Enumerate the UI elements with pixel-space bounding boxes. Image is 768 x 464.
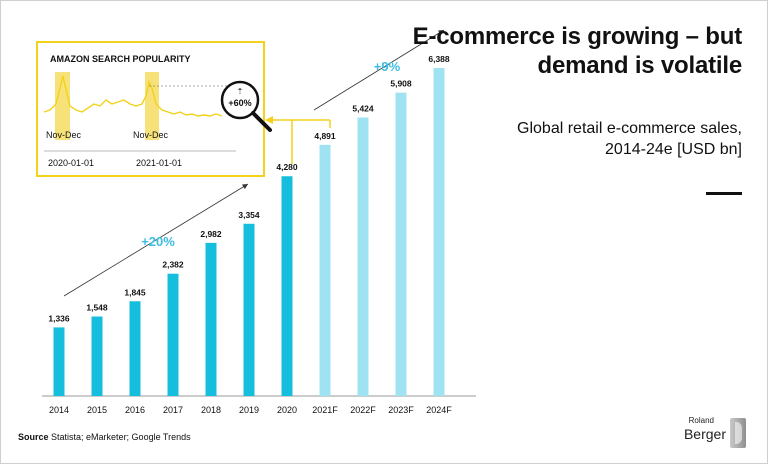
- trend-arrow-historic: [63, 183, 249, 297]
- x-tick-2014: 2014: [49, 405, 69, 415]
- bar-2022F: [357, 117, 369, 397]
- source-label: Source: [18, 432, 49, 442]
- bar-2023F: [395, 92, 407, 396]
- value-label-2020: 4,280: [276, 162, 298, 172]
- x-tick-2017: 2017: [163, 405, 183, 415]
- roland-berger-logo: Roland Berger: [683, 416, 746, 452]
- x-tick-2016: 2016: [125, 405, 145, 415]
- highlight-label-2021: Nov-Dec: [133, 130, 169, 140]
- highlight-band-2021: [145, 72, 159, 140]
- inset-title: AMAZON SEARCH POPULARITY: [50, 54, 191, 64]
- value-label-2018: 2,982: [200, 229, 222, 239]
- bar-2021F: [319, 144, 331, 396]
- connector-arrowhead: [265, 116, 273, 124]
- source-note: Source Statista; eMarketer; Google Trend…: [18, 432, 191, 442]
- logo-text-big: Berger: [683, 426, 726, 442]
- bar-2015: [91, 316, 103, 396]
- magnifier-arrow: ⇡: [237, 87, 244, 96]
- bar-2014: [53, 327, 65, 396]
- inset-x-label-1: 2020-01-01: [48, 158, 94, 168]
- search-trend-line: [43, 75, 223, 117]
- bar-2019: [243, 223, 255, 396]
- trend-arrow-forecast-head: [438, 30, 444, 36]
- x-tick-2020: 2020: [277, 405, 297, 415]
- growth-label-0: +20%: [141, 234, 175, 249]
- highlight-label-2020: Nov-Dec: [46, 130, 82, 140]
- value-label-2015: 1,548: [86, 303, 108, 313]
- source-text: Statista; eMarketer; Google Trends: [51, 432, 191, 442]
- x-tick-2021F: 2021F: [312, 405, 338, 415]
- magnifier-glass: [220, 80, 260, 120]
- x-tick-2022F: 2022F: [350, 405, 376, 415]
- trend-arrow-forecast: [313, 29, 445, 111]
- bars-group: 1,336 2014 1,548 2015 1,845 2016 2,382 2017 2,98…: [48, 54, 452, 415]
- value-label-2014: 1,336: [48, 313, 70, 323]
- value-label-2022F: 5,424: [352, 103, 374, 113]
- bar-2017: [167, 273, 179, 396]
- magnifier-handle: [251, 111, 272, 132]
- x-tick-2019: 2019: [239, 405, 259, 415]
- value-label-2016: 1,845: [124, 287, 146, 297]
- value-label-2024F: 6,388: [428, 54, 450, 64]
- trend-annotations: +20% +9%: [63, 29, 445, 297]
- bar-2016: [129, 301, 141, 396]
- inset-x-label-2: 2021-01-01: [136, 158, 182, 168]
- x-tick-2024F: 2024F: [426, 405, 452, 415]
- inset-connector: [265, 116, 331, 164]
- logo-text-small: Roland: [688, 416, 714, 425]
- x-tick-2015: 2015: [87, 405, 107, 415]
- growth-label-1: +9%: [374, 59, 401, 74]
- bar-2018: [205, 242, 217, 396]
- slide-subtitle: Global retail e-commerce sales, 2014-24e…: [517, 120, 742, 158]
- bar-2024F: [433, 68, 445, 396]
- trend-arrow-historic-head: [242, 184, 248, 190]
- x-tick-2023F: 2023F: [388, 405, 414, 415]
- value-label-2019: 3,354: [238, 210, 260, 220]
- magnifier-badge: +60%: [228, 98, 251, 108]
- slide-title: E-commerce is growing – but demand is vo…: [412, 23, 743, 79]
- value-label-2021F: 4,891: [314, 131, 336, 141]
- value-label-2017: 2,382: [162, 260, 184, 270]
- value-label-2023F: 5,908: [390, 79, 412, 89]
- search-popularity-inset: AMAZON SEARCH POPULARITY Nov-Dec Nov-Dec…: [36, 41, 272, 177]
- x-tick-2018: 2018: [201, 405, 221, 415]
- title-rule: [706, 192, 742, 195]
- bar-2020: [281, 176, 293, 396]
- logo-mark-inner: [735, 422, 742, 444]
